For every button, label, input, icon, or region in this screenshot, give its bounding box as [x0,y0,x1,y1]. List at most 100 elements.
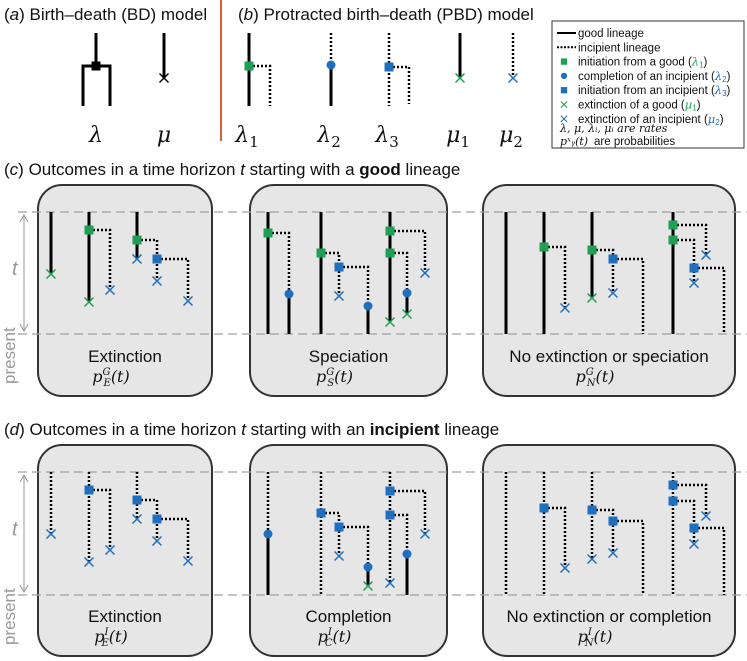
panel-d-title: (d) Outcomes in a time horizon t startin… [4,420,499,439]
prob-subscript: N [586,378,597,389]
initiation-good-square-icon [316,248,326,258]
extinction-incipient-cross-icon [182,295,194,307]
legend-text: completion of an incipient ( [578,71,715,83]
outcome-name: No extinction or completion [506,607,711,626]
extinction-incipient-cross-icon [688,538,700,550]
extinction-incipient-cross-icon [131,513,143,525]
legend-paren: ) [697,100,701,112]
blue-square-icon [560,87,568,94]
rate-subscript: 3 [389,133,399,151]
legend-rate: λ [714,69,722,83]
extinction-incipient-cross-icon [419,267,431,279]
incipient-lineage [89,488,112,550]
extinction-incipient-cross-icon [560,115,568,123]
extinction-good-cross-icon [586,292,598,304]
extinction-incipient-cross-icon [700,249,712,261]
extinction-incipient-cross-icon [586,553,598,565]
extinction-incipient-cross-icon [419,528,431,540]
outcome-box [37,444,213,657]
initiation-incipient-square-icon [334,262,344,272]
prob-subscript: E [100,638,109,649]
incipient-lineage [249,64,272,106]
present-label: present [0,588,19,645]
extinction-incipient-cross-icon [131,253,143,265]
prob-subscript: E [103,378,112,389]
legend-rate-sub: 3 [722,89,727,98]
initiation-good-square-icon [539,242,549,252]
extinction-good-cross-icon [401,308,413,320]
extinction-incipient-cross-icon [607,287,619,299]
extinction-good-cross-icon [83,296,95,308]
prob-superscript: G [103,367,111,378]
legend-paren: ) [720,114,724,126]
legend-rate: μ [708,112,715,126]
extinction-incipient-cross-icon [333,550,345,562]
legend-rate: λ [714,83,722,97]
prob-subscript: S [327,378,334,389]
completion-dot-icon [326,60,336,70]
incipient-lineage [137,498,159,541]
rate-symbol: λ [234,123,249,148]
legend-item: incipient lineage [557,42,660,54]
rate-lambda-1: λ1 [234,123,259,151]
initiation-good-square-icon [263,228,273,238]
incipient-lineage [339,265,370,306]
incipient-lineage [339,525,370,567]
legend-item: extinction of an incipient (μ2) [560,112,724,127]
initiation-incipient-square-icon [689,523,699,533]
prob-argument: (t) [332,627,351,646]
extinction-incipient-cross-icon [151,275,163,287]
rate-subscript: 2 [331,133,341,151]
initiation-incipient-square-icon [587,505,597,515]
incipient-lineage [694,266,726,334]
initiation-incipient-square-icon [608,254,618,264]
incipient-lineage [613,519,645,595]
legend-rate: λ [691,55,699,69]
legend-label: initiation from an incipient (λ3) [578,83,731,98]
prob-argument: (t) [109,627,128,646]
extinction-incipient-cross-icon [45,528,57,540]
prob-symbol: p [94,627,104,646]
completion-dot-icon [363,562,373,572]
rate-symbol: λ [374,123,389,148]
initiation-good-square-icon [668,220,678,230]
legend-text: initiation from a good ( [578,57,692,69]
prob-superscript: I [104,627,110,638]
outcome-probability: pG N(t) [576,367,615,389]
incipient-lineage [390,251,409,293]
extinction-incipient-cross-icon [507,72,519,84]
present-label: present [0,327,19,384]
initiation-incipient-square-icon [334,522,344,532]
prob-superscript: I [327,627,333,638]
completion-dot-icon [363,301,373,311]
prob-subscript: N [584,638,595,649]
legend-text: initiation from an incipient ( [578,85,715,97]
legend-rate-sub: 2 [715,118,720,127]
prob-symbol: p [92,367,102,386]
legend-rate: μ [685,98,692,112]
initiation-good-square-icon [560,58,568,65]
extinction-good-cross-icon [384,316,396,328]
rate-subscript: 2 [513,133,523,151]
rate-lambda-2: λ2 [316,123,341,151]
incipient-lineage [389,65,411,104]
outcome-probability: pG S(t) [316,367,353,389]
legend-label: completion of an incipient (λ2) [578,69,731,84]
rate-lambda-3: λ3 [374,123,399,151]
legend-rate-sub: 1 [692,104,697,113]
rate-subscript: 1 [249,133,259,151]
incipient-lineage [673,483,708,516]
prob-argument: (t) [334,367,353,386]
extinction-incipient-cross-icon [333,290,345,302]
initiation-incipient-square-icon [539,503,549,513]
legend-note-probs-symbol: pˣᵧ(t) [560,135,588,148]
blue-cross-icon [560,115,568,123]
prob-symbol: p [316,367,326,386]
speciation-square-icon [91,61,101,71]
extinction-incipient-cross-icon [182,555,194,567]
incipient-lineage [592,248,615,293]
completion-dot-icon [560,72,568,80]
incipient-lineage [137,238,159,281]
panel-b-title: (b) Protracted birth–death (PBD) model [238,5,534,24]
